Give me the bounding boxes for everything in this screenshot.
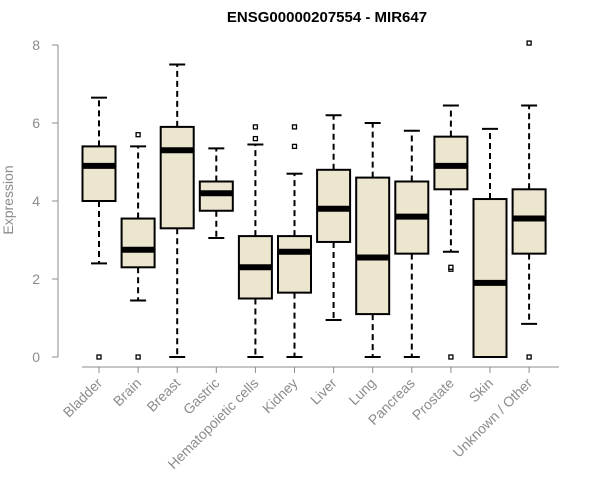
- box-kidney: [277, 124, 312, 358]
- y-tick-label: 0: [32, 349, 40, 365]
- y-tick-label: 2: [32, 271, 40, 287]
- x-tick-label: Bladder: [60, 375, 106, 421]
- box-body: [277, 235, 312, 294]
- box-body: [472, 198, 508, 358]
- x-tick-label: Kidney: [259, 375, 301, 417]
- box-bladder: [81, 96, 117, 360]
- x-tick-label: Lung: [345, 375, 378, 408]
- box-liver: [316, 114, 352, 321]
- box-body: [159, 125, 195, 230]
- outlier-point: [448, 354, 454, 360]
- box-hematopoietic-cells: [237, 124, 273, 358]
- outlier-point: [96, 354, 102, 360]
- box-gastric: [198, 147, 234, 240]
- box-prostate: [433, 104, 469, 360]
- outlier-point: [291, 143, 298, 150]
- x-tick-label: Breast: [143, 375, 183, 415]
- y-tick-label: 4: [32, 193, 40, 209]
- outlier-point: [526, 40, 532, 46]
- box-brain: [120, 132, 156, 360]
- y-tick-label: 8: [32, 37, 40, 53]
- outlier-point: [135, 132, 141, 138]
- box-lung: [355, 122, 391, 358]
- box-body: [120, 217, 156, 269]
- y-axis-ticks: 0 2 4 6 8: [32, 37, 58, 365]
- box-body: [81, 145, 117, 202]
- outlier-point: [252, 135, 259, 142]
- x-tick-label: Liver: [307, 375, 340, 408]
- y-tick-label: 6: [32, 115, 40, 131]
- x-tick-label: Brain: [110, 375, 144, 409]
- x-tick-label: Skin: [466, 375, 497, 406]
- box-group: [81, 40, 547, 360]
- outlier-point: [252, 124, 259, 130]
- box-breast: [159, 63, 195, 358]
- outlier-point: [135, 354, 141, 360]
- y-axis-label: Expression: [0, 165, 16, 234]
- box-pancreas: [394, 129, 430, 358]
- outlier-point: [291, 124, 298, 130]
- box-skin: [472, 127, 508, 358]
- box-body: [355, 176, 391, 316]
- chart-title: ENSG00000207554 - MIR647: [227, 9, 427, 26]
- box-unknown-other: [511, 40, 547, 360]
- outlier-point: [526, 354, 532, 360]
- outlier-point: [448, 264, 454, 270]
- x-tick-label: Prostate: [409, 375, 457, 423]
